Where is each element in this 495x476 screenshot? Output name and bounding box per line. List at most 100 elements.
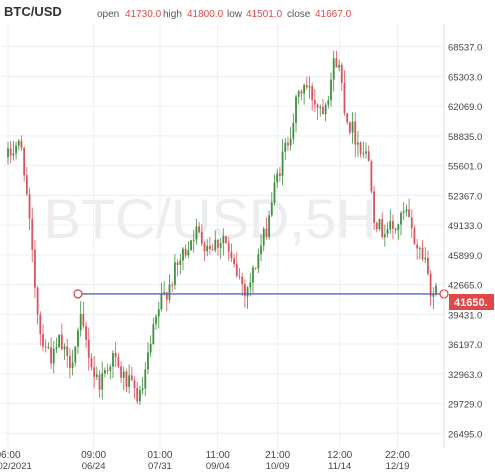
candle-body bbox=[335, 58, 338, 68]
candle-body bbox=[87, 339, 90, 358]
candle-body bbox=[31, 218, 34, 250]
y-tick-label: 32963.0 bbox=[448, 370, 482, 381]
candle-body bbox=[128, 375, 131, 387]
candle-body bbox=[303, 84, 306, 94]
candle-body bbox=[373, 191, 375, 223]
candle-body bbox=[133, 380, 136, 389]
candle-body bbox=[42, 333, 44, 347]
candle-body bbox=[340, 64, 343, 83]
candle-body bbox=[324, 104, 327, 115]
price-tag-background bbox=[449, 294, 494, 310]
x-tick-date: 06/24 bbox=[82, 461, 106, 471]
candle-body bbox=[351, 121, 354, 133]
ohlc-header: BTC/USD open 41730.0 high 41800.0 low 41… bbox=[4, 4, 352, 20]
candle-body bbox=[386, 229, 389, 235]
candle-body bbox=[287, 142, 289, 146]
candle-body bbox=[305, 84, 308, 88]
candle-body bbox=[138, 390, 141, 402]
candle-body bbox=[55, 347, 58, 349]
candle-body bbox=[179, 260, 182, 265]
candle-body bbox=[195, 226, 198, 240]
candle-body bbox=[338, 64, 340, 68]
candle-body bbox=[257, 254, 260, 269]
grid-lines bbox=[2, 24, 444, 448]
candle-body bbox=[370, 161, 373, 192]
y-axis: 26495.0 29729.0 32963.0 36197.0 39431.0 42665… bbox=[443, 24, 482, 448]
candle-body bbox=[359, 142, 362, 154]
candle-body bbox=[249, 282, 252, 288]
x-tick-date: 11/14 bbox=[328, 461, 351, 471]
candle-body bbox=[365, 151, 367, 154]
candle-body bbox=[104, 370, 106, 374]
candle-body bbox=[157, 309, 160, 317]
candle-body bbox=[122, 371, 125, 378]
candle-body bbox=[292, 122, 295, 139]
close-label: close bbox=[287, 9, 311, 20]
y-tick-label: 58835.0 bbox=[448, 132, 482, 143]
candle-body bbox=[79, 313, 82, 331]
candle-body bbox=[147, 352, 149, 370]
candle-body bbox=[47, 347, 50, 349]
low-label: low bbox=[227, 9, 243, 20]
high-label: high bbox=[163, 9, 182, 20]
candle-body bbox=[173, 262, 176, 286]
y-tick-label: 26495.0 bbox=[448, 429, 482, 440]
candle-body bbox=[168, 284, 171, 300]
candle-body bbox=[330, 79, 332, 101]
candle-body bbox=[332, 58, 335, 80]
candle-body bbox=[381, 219, 384, 238]
candle-body bbox=[375, 222, 378, 230]
candle-body bbox=[348, 122, 351, 133]
candle-body bbox=[203, 243, 206, 252]
candle-body bbox=[311, 86, 314, 101]
x-tick-time: 09:00 bbox=[81, 450, 106, 461]
candle-body bbox=[34, 249, 36, 288]
open-label: open bbox=[97, 9, 119, 20]
y-tick-label: 42665.0 bbox=[448, 281, 482, 292]
candle-body bbox=[74, 346, 77, 363]
candle-body bbox=[238, 275, 241, 277]
candle-body bbox=[289, 138, 292, 146]
candle-body bbox=[278, 173, 281, 176]
candle-body bbox=[284, 142, 287, 152]
high-value: 41800.0 bbox=[187, 9, 224, 20]
open-value: 41730.0 bbox=[125, 9, 162, 20]
candle-body bbox=[222, 236, 225, 244]
candle-body bbox=[316, 104, 319, 108]
candle-body bbox=[268, 215, 271, 237]
candle-body bbox=[397, 224, 400, 231]
candle-body bbox=[367, 151, 370, 162]
candle-body bbox=[230, 251, 233, 259]
price-line-left-handle[interactable] bbox=[73, 289, 83, 299]
candle-body bbox=[214, 239, 217, 251]
candle-body bbox=[346, 113, 349, 123]
candle-body bbox=[63, 346, 66, 350]
candle-body bbox=[281, 151, 284, 176]
candle-body bbox=[322, 106, 324, 115]
candle-body bbox=[28, 194, 31, 219]
x-tick-time: 11:00 bbox=[206, 450, 231, 461]
y-tick-label: 68537.0 bbox=[448, 43, 482, 54]
candle-body bbox=[270, 202, 273, 216]
candle-body bbox=[246, 287, 249, 297]
x-tick-date: 09/04 bbox=[206, 461, 230, 471]
candle-body bbox=[435, 285, 437, 294]
candle-body bbox=[190, 240, 192, 251]
candle-body bbox=[144, 369, 147, 389]
candle-body bbox=[20, 140, 23, 148]
candle-body bbox=[295, 96, 297, 123]
candle-body bbox=[176, 262, 179, 265]
candle-body bbox=[383, 234, 386, 238]
x-tick-time: 21:00 bbox=[265, 450, 290, 461]
candle-body bbox=[95, 374, 98, 377]
candle-body bbox=[327, 100, 330, 105]
price-tag: 41650. bbox=[454, 297, 488, 309]
x-tick-date: 05/02/2021 bbox=[0, 461, 32, 471]
candle-body bbox=[432, 293, 435, 297]
candles bbox=[7, 50, 437, 406]
candle-body bbox=[82, 313, 85, 327]
candle-body bbox=[252, 267, 254, 283]
candle-body bbox=[90, 357, 93, 368]
